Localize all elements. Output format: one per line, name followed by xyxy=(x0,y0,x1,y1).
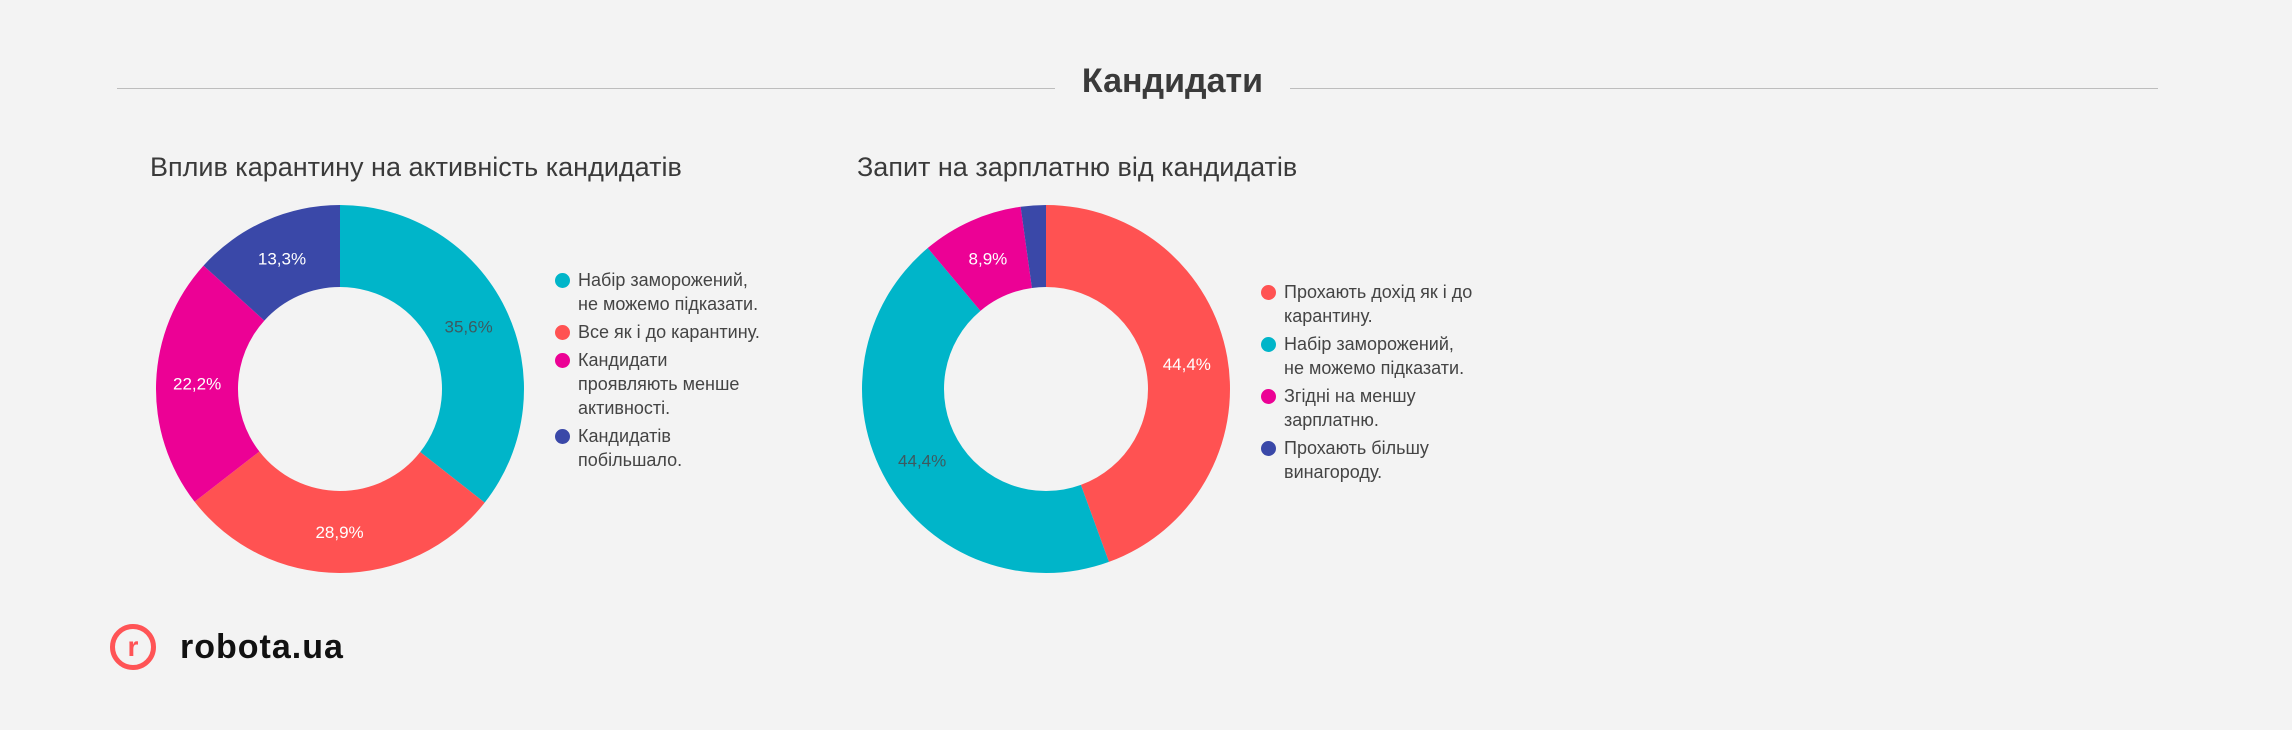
donut-slice xyxy=(1046,205,1231,562)
legend-item: Згідні на меншу зарплатню. xyxy=(1261,384,1474,432)
legend-dot-icon xyxy=(1261,337,1276,352)
legend-label: Набір заморожений, не можемо підказати. xyxy=(1284,334,1465,378)
legend-item: Кандидати проявляють менше активності. xyxy=(555,348,768,420)
slice-data-label: 35,6% xyxy=(445,317,493,336)
legend-item: Прохають дохід як і до карантину. xyxy=(1261,280,1474,328)
legend-item: Все як і до карантину. xyxy=(555,320,768,344)
donut-slice xyxy=(1020,205,1046,288)
donut-slice xyxy=(203,205,340,321)
legend-dot-icon xyxy=(1261,441,1276,456)
legend-dot-icon xyxy=(1261,285,1276,300)
header-divider-left xyxy=(117,88,1055,89)
slice-data-label: 8,9% xyxy=(969,249,1008,268)
legend-quarantine-activity: Набір заморожений, не можемо підказати. В… xyxy=(555,268,768,476)
legend-dot-icon xyxy=(1261,389,1276,404)
legend-label: Набір заморожений, не можемо підказати. xyxy=(578,270,759,314)
legend-label: Кандидатів побільшало. xyxy=(578,426,683,470)
legend-item: Кандидатів побільшало. xyxy=(555,424,768,472)
header-divider-right xyxy=(1290,88,2158,89)
legend-dot-icon xyxy=(555,353,570,368)
legend-label: Прохають дохід як і до карантину. xyxy=(1284,282,1473,326)
logo-text: robota.ua xyxy=(180,627,344,666)
logo-mark-letter: r xyxy=(127,631,139,662)
legend-item: Набір заморожений, не можемо підказати. xyxy=(555,268,768,316)
chart-title-salary-request: Запит на зарплатню від кандидатів xyxy=(857,152,1298,182)
legend-dot-icon xyxy=(555,429,570,444)
legend-label: Кандидати проявляють менше активності. xyxy=(578,350,740,418)
donut-slice xyxy=(861,248,1109,574)
legend-label: Прохають більшу винагороду. xyxy=(1284,438,1429,482)
legend-salary-request: Прохають дохід як і до карантину. Набір з… xyxy=(1261,280,1474,488)
donut-slice xyxy=(927,206,1032,311)
donut-slice xyxy=(340,205,525,503)
legend-item: Прохають більшу винагороду. xyxy=(1261,436,1474,484)
section-title: Кандидати xyxy=(1081,62,1264,100)
slice-data-label: 22,2% xyxy=(173,375,221,394)
slice-data-label: 13,3% xyxy=(258,249,306,268)
legend-label: Все як і до карантину. xyxy=(578,322,760,342)
legend-dot-icon xyxy=(555,273,570,288)
legend-dot-icon xyxy=(555,325,570,340)
slice-data-label: 44,4% xyxy=(898,452,946,471)
slice-data-label: 44,4% xyxy=(1163,355,1211,374)
robota-logo: r robota.ua xyxy=(110,624,344,670)
legend-item: Набір заморожений, не можемо підказати. xyxy=(1261,332,1474,380)
logo-mark-icon: r xyxy=(110,624,156,670)
legend-label: Згідні на меншу зарплатню. xyxy=(1284,386,1416,430)
donut-slice xyxy=(155,265,265,502)
donut-slice xyxy=(194,451,485,573)
slice-data-label: 28,9% xyxy=(315,523,363,542)
chart-title-quarantine-activity: Вплив карантину на активність кандидатів xyxy=(150,152,682,182)
